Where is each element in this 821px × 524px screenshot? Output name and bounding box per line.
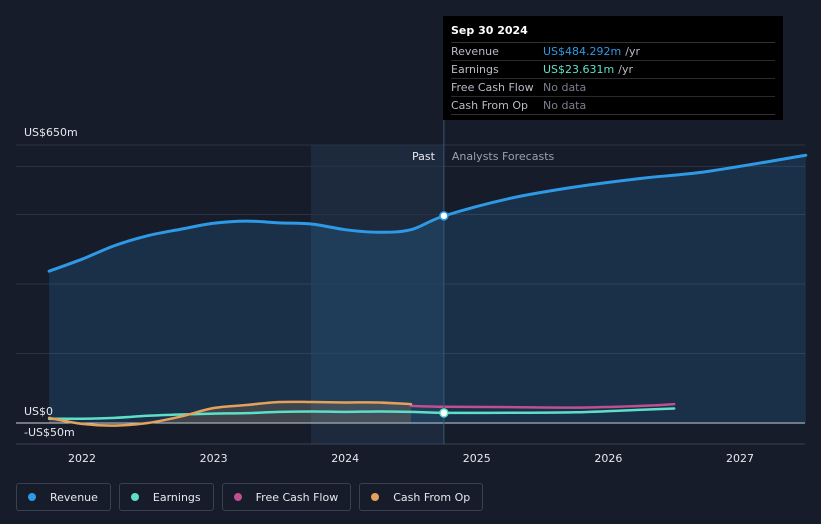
x-tick-label: 2022 xyxy=(68,452,96,465)
legend-dot-icon xyxy=(130,493,139,501)
x-tick-label: 2023 xyxy=(200,452,228,465)
tooltip-value: No data xyxy=(543,99,587,112)
revenue-highlight-point xyxy=(439,211,449,221)
revenue-line xyxy=(47,153,808,273)
tooltip-row-free-cash-flow: Free Cash Flow No data xyxy=(451,79,775,97)
y-axis-label: US$650m xyxy=(24,126,78,139)
legend-label: Revenue xyxy=(50,490,98,504)
tooltip-date: Sep 30 2024 xyxy=(451,24,775,43)
x-tick-label: 2024 xyxy=(331,452,359,465)
legend-item-revenue[interactable]: Revenue xyxy=(16,483,111,511)
legend-item-free-cash-flow[interactable]: Free Cash Flow xyxy=(221,483,352,511)
tooltip: Sep 30 2024 Revenue US$484.292m /yr Earn… xyxy=(443,16,783,120)
x-tick-label: 2025 xyxy=(463,452,491,465)
past-shade xyxy=(310,145,444,444)
legend-label: Earnings xyxy=(152,490,201,504)
tooltip-label: Earnings xyxy=(451,63,499,76)
earnings-line xyxy=(47,407,676,421)
legend-label: Cash From Op xyxy=(393,490,471,504)
y-axis-label: -US$50m xyxy=(24,426,75,439)
tooltip-value: No data xyxy=(543,81,587,94)
legend: Revenue Earnings Free Cash Flow Cash Fro… xyxy=(16,483,484,511)
y-axis-label: US$0 xyxy=(24,405,53,418)
free-cash-flow-line xyxy=(409,402,676,409)
tooltip-label: Revenue xyxy=(451,45,499,58)
x-tick-label: 2026 xyxy=(594,452,622,465)
tooltip-label: Cash From Op xyxy=(451,99,529,112)
tooltip-label: Free Cash Flow xyxy=(451,81,534,94)
legend-dot-icon xyxy=(371,493,380,501)
legend-label: Free Cash Flow xyxy=(255,490,339,504)
x-tick-label: 2027 xyxy=(726,452,754,465)
tooltip-value: US$484.292m xyxy=(543,45,622,58)
tooltip-value: US$23.631m xyxy=(543,63,615,76)
legend-item-cash-from-op[interactable]: Cash From Op xyxy=(359,483,484,511)
legend-dot-icon xyxy=(233,493,242,501)
cash-from-op-line xyxy=(47,400,413,427)
past-label: Past xyxy=(412,150,436,163)
tooltip-unit: /yr xyxy=(618,63,633,76)
tooltip-row-earnings: Earnings US$23.631m /yr xyxy=(451,61,775,79)
legend-dot-icon xyxy=(28,493,36,501)
tooltip-row-cash-from-op: Cash From Op No data xyxy=(451,97,775,115)
earnings-highlight-point xyxy=(439,408,449,418)
tooltip-row-revenue: Revenue US$484.292m /yr xyxy=(451,43,775,61)
forecast-label: Analysts Forecasts xyxy=(452,150,555,163)
legend-item-earnings[interactable]: Earnings xyxy=(118,483,214,511)
tooltip-unit: /yr xyxy=(625,45,640,58)
